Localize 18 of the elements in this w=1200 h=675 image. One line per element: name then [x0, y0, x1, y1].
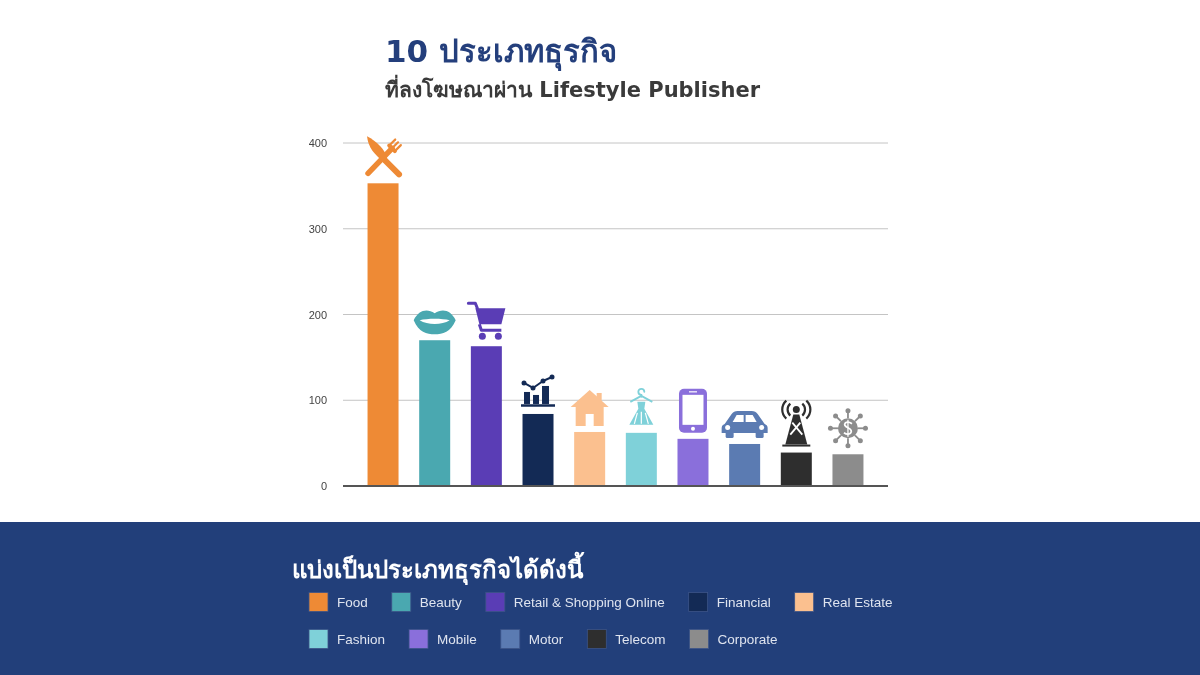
legend-label: Corporate: [717, 631, 778, 647]
legend-label: Financial: [716, 594, 771, 610]
y-tick-label: 300: [308, 222, 327, 235]
y-tick-label: 400: [308, 137, 327, 149]
legend-label: Beauty: [419, 594, 463, 610]
chart-title: 10 ประเภทธุรกิจ: [385, 33, 617, 71]
legend-label: Fashion: [337, 631, 386, 647]
chart-subtitle: ที่ลงโฆษณาผ่าน Lifestyle Publisher: [385, 74, 761, 102]
legend-label: Telecom: [615, 631, 666, 647]
y-tick-label: 0: [320, 480, 327, 492]
y-tick-label: 100: [308, 394, 327, 407]
y-tick-label: 200: [308, 308, 327, 321]
legend-label: Retail & Shopping Online: [513, 594, 665, 610]
legend-label: Food: [337, 594, 368, 610]
legend-title: แบ่งเป็นประเภทธุรกิจได้ดังนี้: [292, 551, 585, 586]
legend-label: Mobile: [437, 631, 477, 647]
legend-label: Real Estate: [822, 594, 893, 610]
legend-label: Motor: [528, 631, 564, 647]
